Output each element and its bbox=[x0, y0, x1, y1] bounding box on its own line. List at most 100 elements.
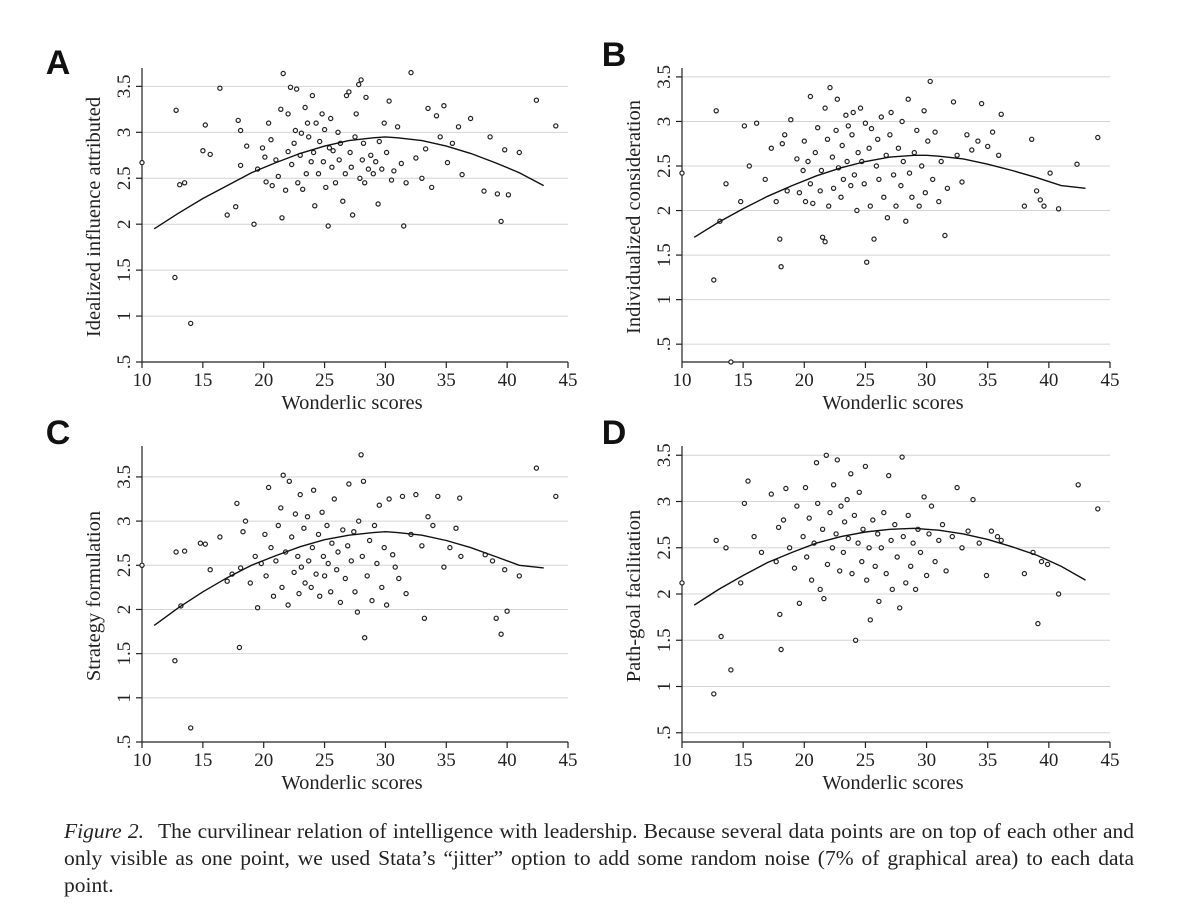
y-tick-label: 1.5 bbox=[114, 258, 135, 282]
data-point bbox=[741, 500, 748, 507]
data-point bbox=[864, 577, 870, 583]
data-point bbox=[876, 176, 882, 183]
data-point bbox=[453, 525, 459, 531]
data-point bbox=[1021, 570, 1028, 577]
y-tick-label: 1.5 bbox=[654, 243, 675, 267]
data-point bbox=[782, 132, 788, 138]
data-point bbox=[905, 512, 911, 519]
data-point bbox=[317, 593, 323, 599]
data-point bbox=[516, 573, 523, 579]
data-point bbox=[970, 496, 976, 503]
fit-curve bbox=[693, 154, 1086, 238]
data-point bbox=[983, 572, 990, 579]
data-point bbox=[1033, 188, 1040, 194]
data-point bbox=[894, 554, 900, 560]
data-point bbox=[813, 460, 820, 466]
data-point bbox=[817, 188, 823, 194]
data-point bbox=[872, 563, 878, 570]
data-point bbox=[881, 194, 887, 200]
data-point bbox=[1044, 561, 1051, 568]
x-tick-label: 20 bbox=[795, 750, 814, 771]
data-point bbox=[334, 567, 340, 573]
data-point bbox=[376, 138, 382, 145]
data-point bbox=[926, 531, 932, 537]
data-point bbox=[922, 189, 929, 196]
data-point bbox=[897, 605, 903, 611]
x-tick-label: 20 bbox=[254, 370, 273, 391]
data-point bbox=[801, 138, 808, 144]
data-point bbox=[413, 491, 419, 498]
data-point bbox=[786, 545, 793, 551]
data-point bbox=[386, 496, 392, 502]
panel-d: .5 1 1.5 2 2.5 3 3.5 10 15 20 25 30 35 40 45 Wonderlic … bbox=[602, 414, 1120, 794]
data-point bbox=[976, 540, 982, 546]
data-point bbox=[833, 531, 839, 537]
data-point bbox=[928, 503, 935, 509]
data-point bbox=[954, 152, 960, 158]
data-point bbox=[353, 111, 359, 117]
panel-c: .5 1 1.5 2 2.5 3 3.5 10 15 20 25 30 35 40 45 Wonderlic … bbox=[46, 414, 578, 794]
data-point bbox=[838, 503, 844, 509]
data-point bbox=[805, 158, 811, 165]
data-point bbox=[390, 552, 396, 558]
data-point bbox=[711, 277, 717, 283]
data-point bbox=[292, 127, 299, 134]
data-point bbox=[310, 487, 317, 493]
data-point bbox=[912, 586, 919, 593]
x-tick-label: 10 bbox=[673, 750, 692, 771]
data-point bbox=[401, 223, 407, 229]
data-point bbox=[857, 105, 864, 111]
data-point bbox=[273, 558, 279, 564]
data-point bbox=[237, 127, 244, 134]
data-point bbox=[998, 111, 1004, 118]
data-point bbox=[379, 166, 385, 172]
data-point bbox=[295, 180, 301, 186]
data-point bbox=[285, 602, 291, 608]
data-point bbox=[788, 116, 794, 123]
x-tick-label: 20 bbox=[254, 750, 273, 771]
data-point bbox=[346, 89, 352, 95]
data-point bbox=[713, 108, 719, 114]
data-point bbox=[224, 578, 230, 584]
data-point bbox=[403, 590, 409, 597]
data-point bbox=[301, 525, 307, 531]
x-tick-label: 45 bbox=[559, 750, 578, 771]
data-point bbox=[864, 259, 870, 265]
y-tick-label: 3.5 bbox=[114, 75, 135, 99]
data-point bbox=[1075, 482, 1081, 488]
data-point bbox=[824, 136, 831, 142]
data-point bbox=[741, 123, 748, 129]
data-point bbox=[242, 518, 249, 524]
y-tick-label: 2 bbox=[654, 589, 675, 599]
data-point bbox=[304, 120, 311, 126]
data-point bbox=[815, 124, 821, 131]
data-point bbox=[370, 170, 376, 177]
data-point bbox=[352, 589, 358, 595]
data-point bbox=[323, 184, 329, 191]
data-point bbox=[268, 544, 274, 551]
data-point bbox=[989, 129, 996, 135]
y-tick-label: 3 bbox=[114, 516, 135, 526]
data-point bbox=[851, 512, 858, 519]
data-point bbox=[354, 609, 361, 615]
data-point bbox=[553, 493, 559, 500]
data-point bbox=[328, 589, 334, 595]
data-point bbox=[421, 615, 428, 622]
data-point bbox=[1021, 203, 1028, 209]
data-point bbox=[398, 160, 404, 167]
data-point bbox=[181, 548, 188, 554]
x-tick-label: 25 bbox=[315, 750, 334, 771]
x-tick-label: 25 bbox=[315, 370, 334, 391]
data-point bbox=[909, 194, 915, 200]
data-point bbox=[886, 472, 892, 479]
data-point bbox=[800, 167, 806, 174]
data-point bbox=[783, 485, 789, 492]
data-point bbox=[862, 463, 869, 470]
y-tick-label: 3 bbox=[654, 497, 675, 507]
data-point bbox=[833, 127, 839, 134]
data-point bbox=[207, 151, 213, 158]
data-point bbox=[843, 112, 849, 118]
data-point bbox=[866, 145, 872, 151]
data-point bbox=[235, 117, 241, 124]
data-point bbox=[419, 543, 425, 549]
